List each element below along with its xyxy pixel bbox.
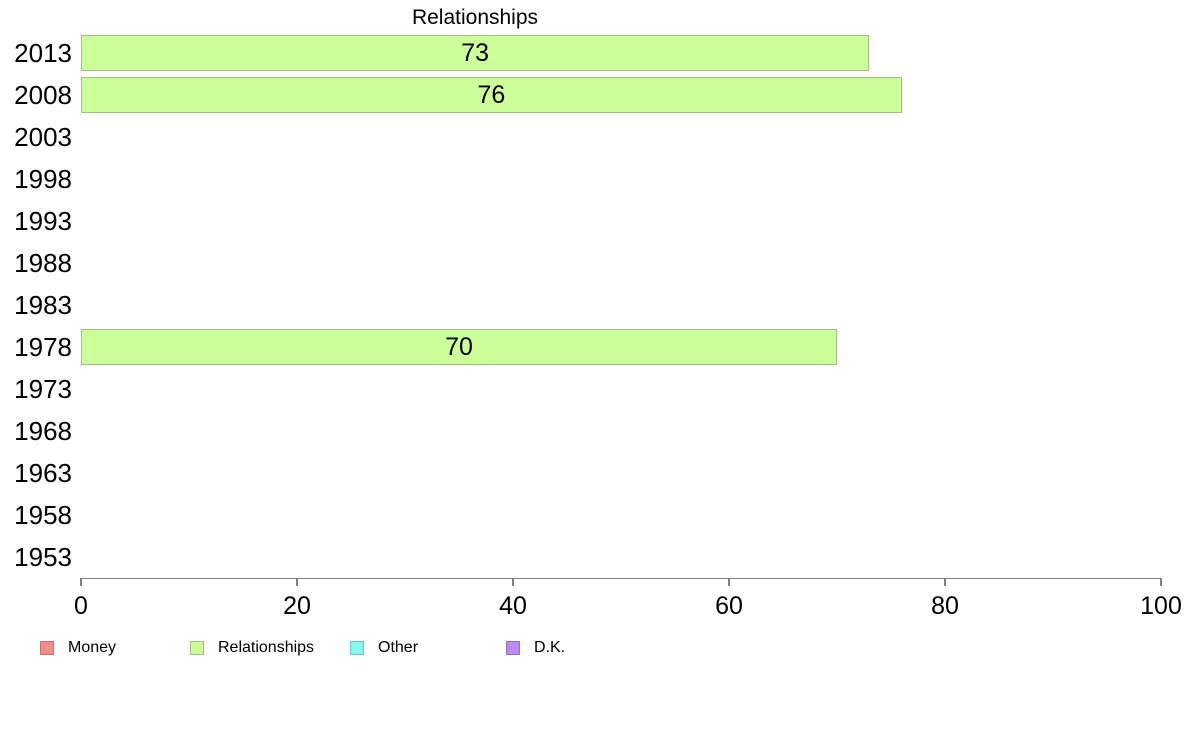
- y-axis-label-1958: 1958: [14, 500, 72, 530]
- legend-label-other: Other: [378, 639, 419, 656]
- y-axis-label-1963: 1963: [14, 458, 72, 488]
- legend-swatch-other: [350, 641, 364, 655]
- x-axis-tick-label: 20: [283, 592, 311, 620]
- x-axis-tick: [80, 578, 82, 586]
- legend-swatch-relationships: [190, 641, 204, 655]
- x-axis-tick-label: 0: [74, 592, 88, 620]
- legend-label-relationships: Relationships: [218, 639, 315, 656]
- bar-1978: 70: [81, 329, 837, 365]
- y-axis-label-1973: 1973: [14, 374, 72, 404]
- y-axis-label-1953: 1953: [14, 542, 72, 572]
- bar-2013: 73: [81, 35, 870, 71]
- legend-item-d-k: D.K.: [506, 638, 565, 658]
- x-axis-tick: [944, 578, 946, 586]
- legend-item-relationships: Relationships: [190, 638, 314, 658]
- x-axis-line: [80, 578, 1162, 580]
- y-axis-label-1998: 1998: [14, 164, 72, 194]
- y-axis-label-1983: 1983: [14, 290, 72, 320]
- x-axis-tick-label: 60: [715, 592, 743, 620]
- x-axis-tick: [512, 578, 514, 586]
- legend-label-d-k: D.K.: [534, 639, 566, 656]
- bar-value-label: 76: [477, 80, 506, 109]
- legend-swatch-money: [40, 641, 54, 655]
- y-axis-label-1978: 1978: [14, 332, 72, 362]
- x-axis-tick: [1160, 578, 1162, 586]
- bar-value-label: 73: [461, 38, 490, 67]
- chart-title: Relationships: [411, 6, 539, 29]
- y-axis-label-2008: 2008: [14, 80, 72, 110]
- legend-label-money: Money: [68, 639, 117, 656]
- x-axis-tick-label: 80: [931, 592, 959, 620]
- x-axis-tick-label: 40: [499, 592, 527, 620]
- legend-item-other: Other: [350, 638, 418, 658]
- x-axis-tick: [728, 578, 730, 586]
- x-axis-tick: [296, 578, 298, 586]
- legend-swatch-d-k: [506, 641, 520, 655]
- y-axis-label-2003: 2003: [14, 122, 72, 152]
- y-axis-label-2013: 2013: [14, 38, 72, 68]
- legend-item-money: Money: [40, 638, 116, 658]
- bar-2008: 76: [81, 77, 902, 113]
- x-axis-tick-label: 100: [1140, 592, 1182, 620]
- y-axis-label-1968: 1968: [14, 416, 72, 446]
- y-axis-label-1988: 1988: [14, 248, 72, 278]
- bar-value-label: 70: [445, 332, 473, 361]
- y-axis-label-1993: 1993: [14, 206, 72, 236]
